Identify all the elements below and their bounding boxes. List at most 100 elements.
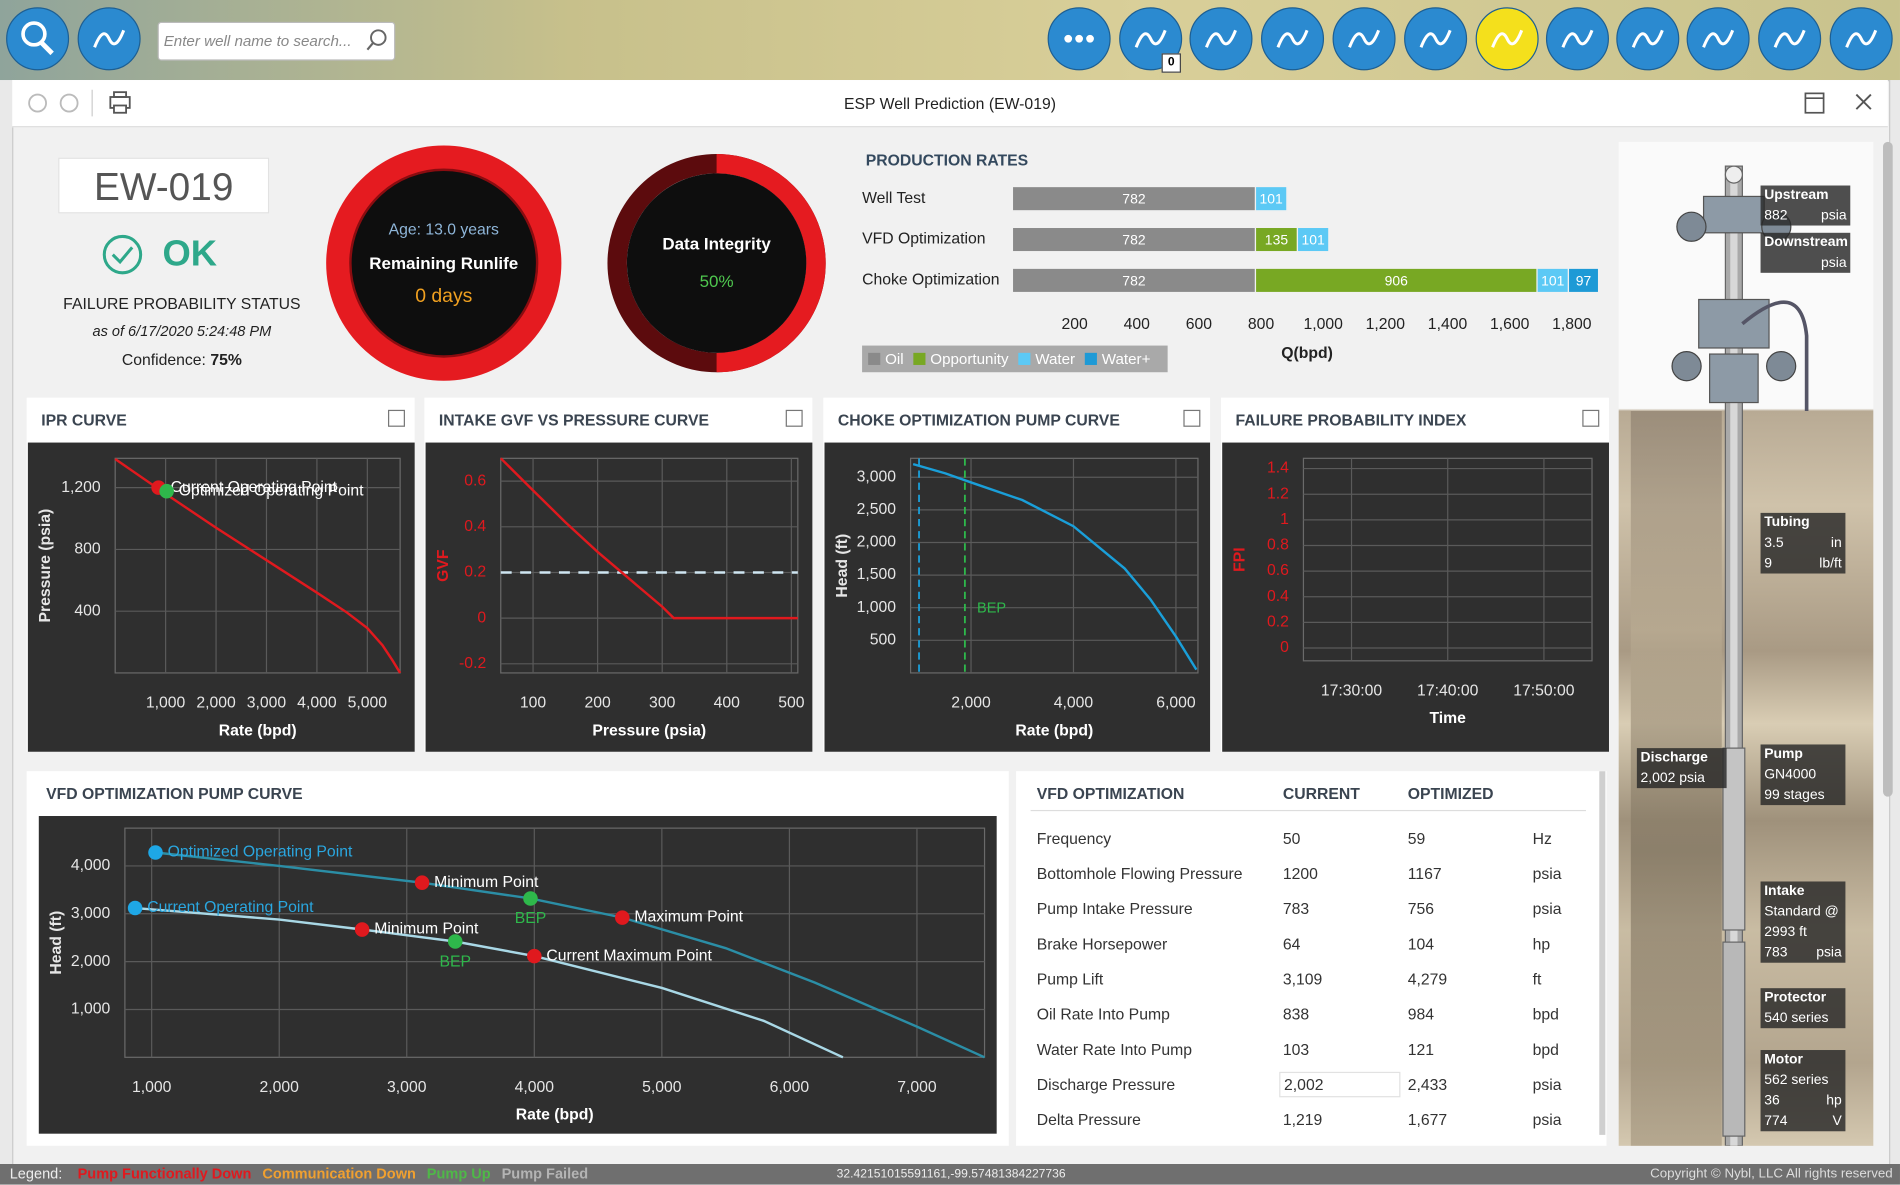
icon <box>1631 29 1664 48</box>
info-row: psia <box>1764 256 1847 271</box>
cell: psia <box>1532 1110 1562 1129</box>
cell: 4,279 <box>1407 970 1448 989</box>
divider <box>1030 809 1586 812</box>
row-label: Discharge Pressure <box>1036 1075 1176 1094</box>
row-label: Water Rate Into Pump <box>1036 1040 1193 1059</box>
cell: 103 <box>1282 1040 1310 1059</box>
icon <box>21 21 47 47</box>
well-name-box: EW-019 <box>58 157 270 214</box>
info-text: lb/ft <box>1819 556 1842 572</box>
cell: bpd <box>1532 1040 1559 1059</box>
checkbox[interactable] <box>388 409 405 427</box>
toolbar-button[interactable] <box>1332 7 1396 71</box>
button-icon <box>93 29 126 48</box>
cell: hp <box>1532 934 1551 954</box>
info-text: Standard @ <box>1764 904 1839 920</box>
button-icon <box>1702 29 1735 48</box>
toolbar-button[interactable] <box>77 7 141 71</box>
info-row: GN4000 <box>1764 768 1842 783</box>
icon <box>1561 29 1594 48</box>
chart-area <box>27 442 415 752</box>
icon <box>39 40 54 56</box>
cell: psia <box>1532 899 1562 918</box>
button-icon <box>1064 34 1094 43</box>
info-title: Protector <box>1764 990 1827 1006</box>
row-label: Delta Pressure <box>1036 1110 1141 1129</box>
toolbar-button[interactable] <box>1404 7 1468 71</box>
cell: 2,002 <box>1279 1071 1401 1098</box>
toolbar-button[interactable] <box>1261 7 1325 71</box>
panel-title: INTAKE GVF VS PRESSURE CURVE <box>438 411 709 430</box>
toolbar-button[interactable] <box>1189 7 1253 71</box>
row-label: Pump Lift <box>1036 970 1104 989</box>
chart-area <box>425 442 813 752</box>
search-box[interactable]: Enter well name to search... <box>157 21 396 61</box>
toolbar-button[interactable] <box>1616 7 1680 71</box>
legend-item: Communication Down <box>262 1165 416 1183</box>
button-icon <box>1419 29 1452 48</box>
scrollbar[interactable] <box>1599 771 1606 1135</box>
toolbar-button[interactable] <box>1686 7 1750 71</box>
toolbar-button[interactable] <box>1047 7 1111 71</box>
title-bar-tools[interactable] <box>22 80 143 126</box>
info-text: 99 stages <box>1764 788 1825 803</box>
well-name: EW-019 <box>93 164 234 209</box>
wellbore-panel: Upstream 882 psia Downstream psia Tubing 3.5 in… <box>1618 141 1874 1146</box>
cell: 756 <box>1407 899 1435 918</box>
cell: 838 <box>1282 1005 1310 1024</box>
checkbox[interactable] <box>785 409 803 427</box>
info-text: in <box>1830 535 1842 551</box>
button-icon <box>1773 29 1806 48</box>
cell: 3,109 <box>1282 970 1323 989</box>
checkbox[interactable] <box>1183 409 1201 427</box>
cell: 104 <box>1407 934 1435 954</box>
icon <box>1276 29 1309 48</box>
icon <box>1491 29 1524 48</box>
info-text: 3.5 <box>1764 535 1784 551</box>
info-text: psia <box>1816 945 1842 961</box>
info-box: Pump GN4000 99 stages <box>1760 744 1846 806</box>
info-text: 774 <box>1764 1114 1788 1129</box>
button-icon <box>1205 29 1237 48</box>
info-title: Intake <box>1764 883 1805 899</box>
checkbox[interactable] <box>1582 409 1600 427</box>
toolbar-button[interactable] <box>6 7 70 71</box>
button-icon <box>1631 29 1664 48</box>
button-icon <box>1845 29 1878 48</box>
window-controls[interactable] <box>1797 80 1882 126</box>
button-icon <box>21 21 54 56</box>
info-text: 36 <box>1764 1093 1780 1109</box>
footer: Legend: 32.42151015591161,-99.5748138422… <box>0 1164 1900 1185</box>
info-title: Pump <box>1764 746 1803 762</box>
info-text: psia <box>1821 208 1847 224</box>
info-text: 562 series <box>1764 1073 1829 1088</box>
toolbar-button[interactable] <box>1829 7 1893 71</box>
info-row: 36 hp <box>1764 1094 1842 1109</box>
info-text: 2993 ft <box>1764 925 1807 940</box>
info-row: 882 psia <box>1764 209 1846 224</box>
row-label: Frequency <box>1036 829 1112 848</box>
search-placeholder: Enter well name to search... <box>163 32 352 50</box>
info-row: 99 stages <box>1764 788 1842 803</box>
toolbar-button[interactable] <box>1545 7 1609 71</box>
toolbar-button[interactable] <box>1758 7 1822 71</box>
chart-area <box>1222 442 1609 752</box>
confidence-value: 75% <box>210 350 242 369</box>
info-box: Tubing 3.5 in 9 lb/ft <box>1760 512 1846 574</box>
badge: 0 <box>1161 53 1181 73</box>
cell: 984 <box>1407 1005 1435 1024</box>
window-title: ESP Well Prediction (EW-019) <box>843 94 1056 113</box>
toolbar-button[interactable] <box>1475 7 1539 71</box>
legend-label: Legend: <box>9 1165 63 1183</box>
info-box: Discharge 2,002 psia <box>1636 748 1727 789</box>
scrollbar[interactable] <box>1883 141 1893 797</box>
cell: 1200 <box>1282 864 1318 883</box>
panel-title: FAILURE PROBABILITY INDEX <box>1235 411 1467 430</box>
cell: ft <box>1532 970 1542 989</box>
info-row: 2993 ft <box>1764 925 1842 940</box>
info-text: 783 <box>1764 945 1788 961</box>
cell: psia <box>1532 864 1562 883</box>
panel-title: IPR CURVE <box>41 411 127 430</box>
status-label: FAILURE PROBABILITY STATUS <box>63 294 301 313</box>
